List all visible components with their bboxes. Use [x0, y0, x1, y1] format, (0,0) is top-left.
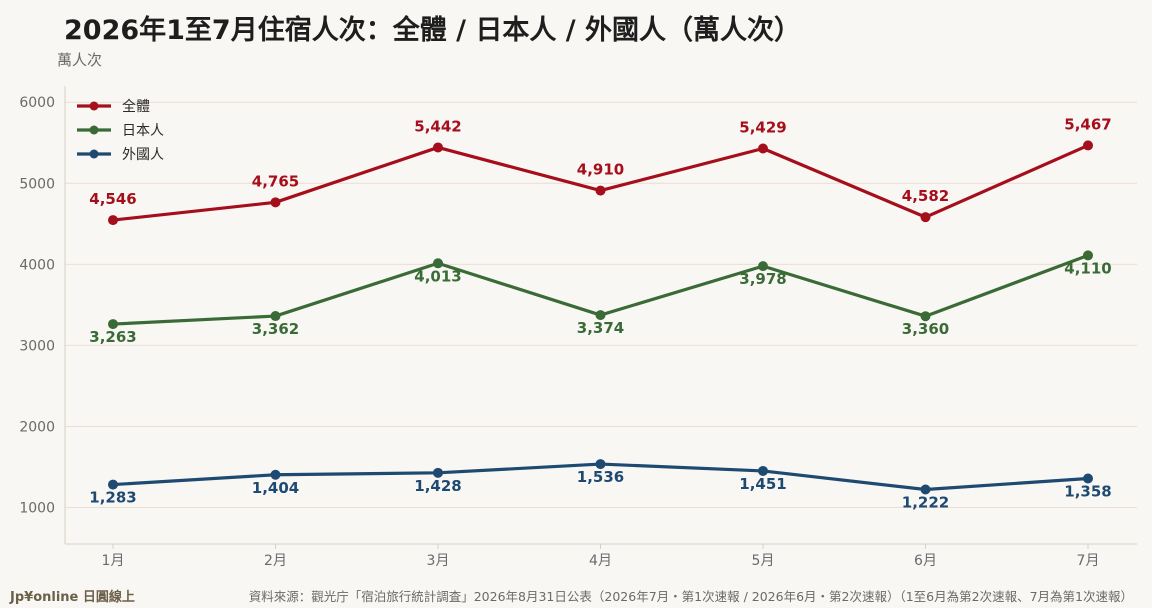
x-tick-label-3: 3月	[427, 553, 450, 569]
data-point-series-2-2	[270, 311, 281, 322]
x-tick-label-1: 1月	[102, 553, 125, 569]
y-tick-label-2000: 2000	[19, 419, 55, 435]
x-tick-label-2: 2月	[264, 553, 287, 569]
data-label-series-3-1: 1,283	[89, 489, 136, 507]
data-label-series-2-1: 3,263	[89, 328, 136, 346]
data-point-series-1-5	[758, 143, 768, 154]
source-note: 資料來源：觀光庁「宿泊旅行統計調査」2026年8月31日公表（2026年7月・第…	[248, 589, 1133, 604]
x-tick-label-5: 5月	[752, 553, 775, 569]
data-label-series-1-6: 4,582	[902, 187, 949, 205]
data-point-series-3-3	[433, 467, 443, 478]
data-point-series-2-4	[595, 310, 606, 321]
legend-label-1: 全體	[122, 98, 150, 115]
data-label-series-3-5: 1,451	[739, 475, 786, 493]
data-label-series-2-6: 3,360	[902, 320, 949, 338]
data-point-series-3-4	[595, 459, 606, 470]
data-label-series-2-7: 4,110	[1064, 259, 1111, 277]
y-axis-unit-label: 萬人次	[57, 51, 103, 69]
data-point-series-3-1	[108, 479, 118, 490]
data-point-series-2-5	[758, 261, 768, 272]
data-label-series-2-2: 3,362	[252, 320, 299, 338]
gridlines	[65, 101, 1137, 509]
x-tick-label-7: 7月	[1077, 553, 1100, 569]
data-label-series-2-4: 3,374	[577, 319, 624, 337]
data-point-series-1-7	[1083, 140, 1093, 151]
data-labels: 4,546 4,765 5,442 4,910 5,429 4,582 5,467 3,263…	[89, 115, 1111, 511]
data-point-series-1-4	[595, 185, 606, 196]
data-label-series-3-3: 1,428	[414, 477, 461, 495]
data-point-series-3-7	[1083, 473, 1093, 484]
y-tick-label-3000: 3000	[19, 338, 55, 354]
data-point-series-3-2	[270, 469, 281, 480]
data-point-series-1-6	[920, 212, 931, 223]
data-label-series-3-2: 1,404	[252, 479, 299, 497]
data-point-series-2-1	[108, 319, 118, 330]
y-tick-label-5000: 5000	[19, 176, 55, 192]
data-point-series-2-6	[920, 311, 931, 322]
data-point-series-1-1	[108, 215, 118, 226]
chart-title: 2026年1至7月住宿人次：全體 / 日本人 / 外國人（萬人次）	[64, 15, 802, 46]
data-point-series-2-7	[1083, 250, 1093, 261]
legend-swatch-dot-2	[89, 125, 99, 135]
data-label-series-1-1: 4,546	[89, 190, 136, 208]
data-point-series-3-5	[758, 465, 768, 476]
x-tick-label-6: 6月	[914, 553, 937, 569]
y-tick-label-6000: 6000	[19, 95, 55, 111]
brand-logo-text: Jp¥online 日圓線上	[10, 590, 135, 605]
data-point-series-2-3	[433, 258, 443, 269]
data-label-series-2-3: 4,013	[414, 267, 461, 285]
data-point-series-1-3	[433, 142, 443, 153]
y-tick-label-4000: 4000	[19, 257, 55, 273]
legend-swatch-dot-3	[89, 149, 99, 159]
data-label-series-2-5: 3,978	[739, 270, 786, 288]
data-label-series-1-7: 5,467	[1064, 115, 1111, 133]
legend-label-3: 外國人	[122, 147, 164, 163]
data-label-series-3-7: 1,358	[1064, 483, 1111, 501]
data-point-series-3-6	[920, 484, 931, 495]
data-label-series-1-2: 4,765	[252, 172, 299, 190]
series-lines	[108, 140, 1093, 495]
data-label-series-3-4: 1,536	[577, 468, 624, 486]
data-label-series-1-4: 4,910	[577, 161, 624, 179]
x-tick-label-4: 4月	[589, 553, 612, 569]
axes: 1000 2000 3000 4000 5000 6000 1月 2月 3月 4月 5月 6月 7月	[19, 86, 1137, 569]
data-point-series-1-2	[270, 197, 281, 208]
data-label-series-3-6: 1,222	[902, 494, 949, 512]
y-tick-label-1000: 1000	[19, 501, 55, 517]
legend-swatch-dot-1	[89, 101, 99, 111]
data-label-series-1-5: 5,429	[739, 118, 786, 136]
legend-label-2: 日本人	[122, 123, 164, 139]
data-label-series-1-3: 5,442	[414, 117, 461, 135]
